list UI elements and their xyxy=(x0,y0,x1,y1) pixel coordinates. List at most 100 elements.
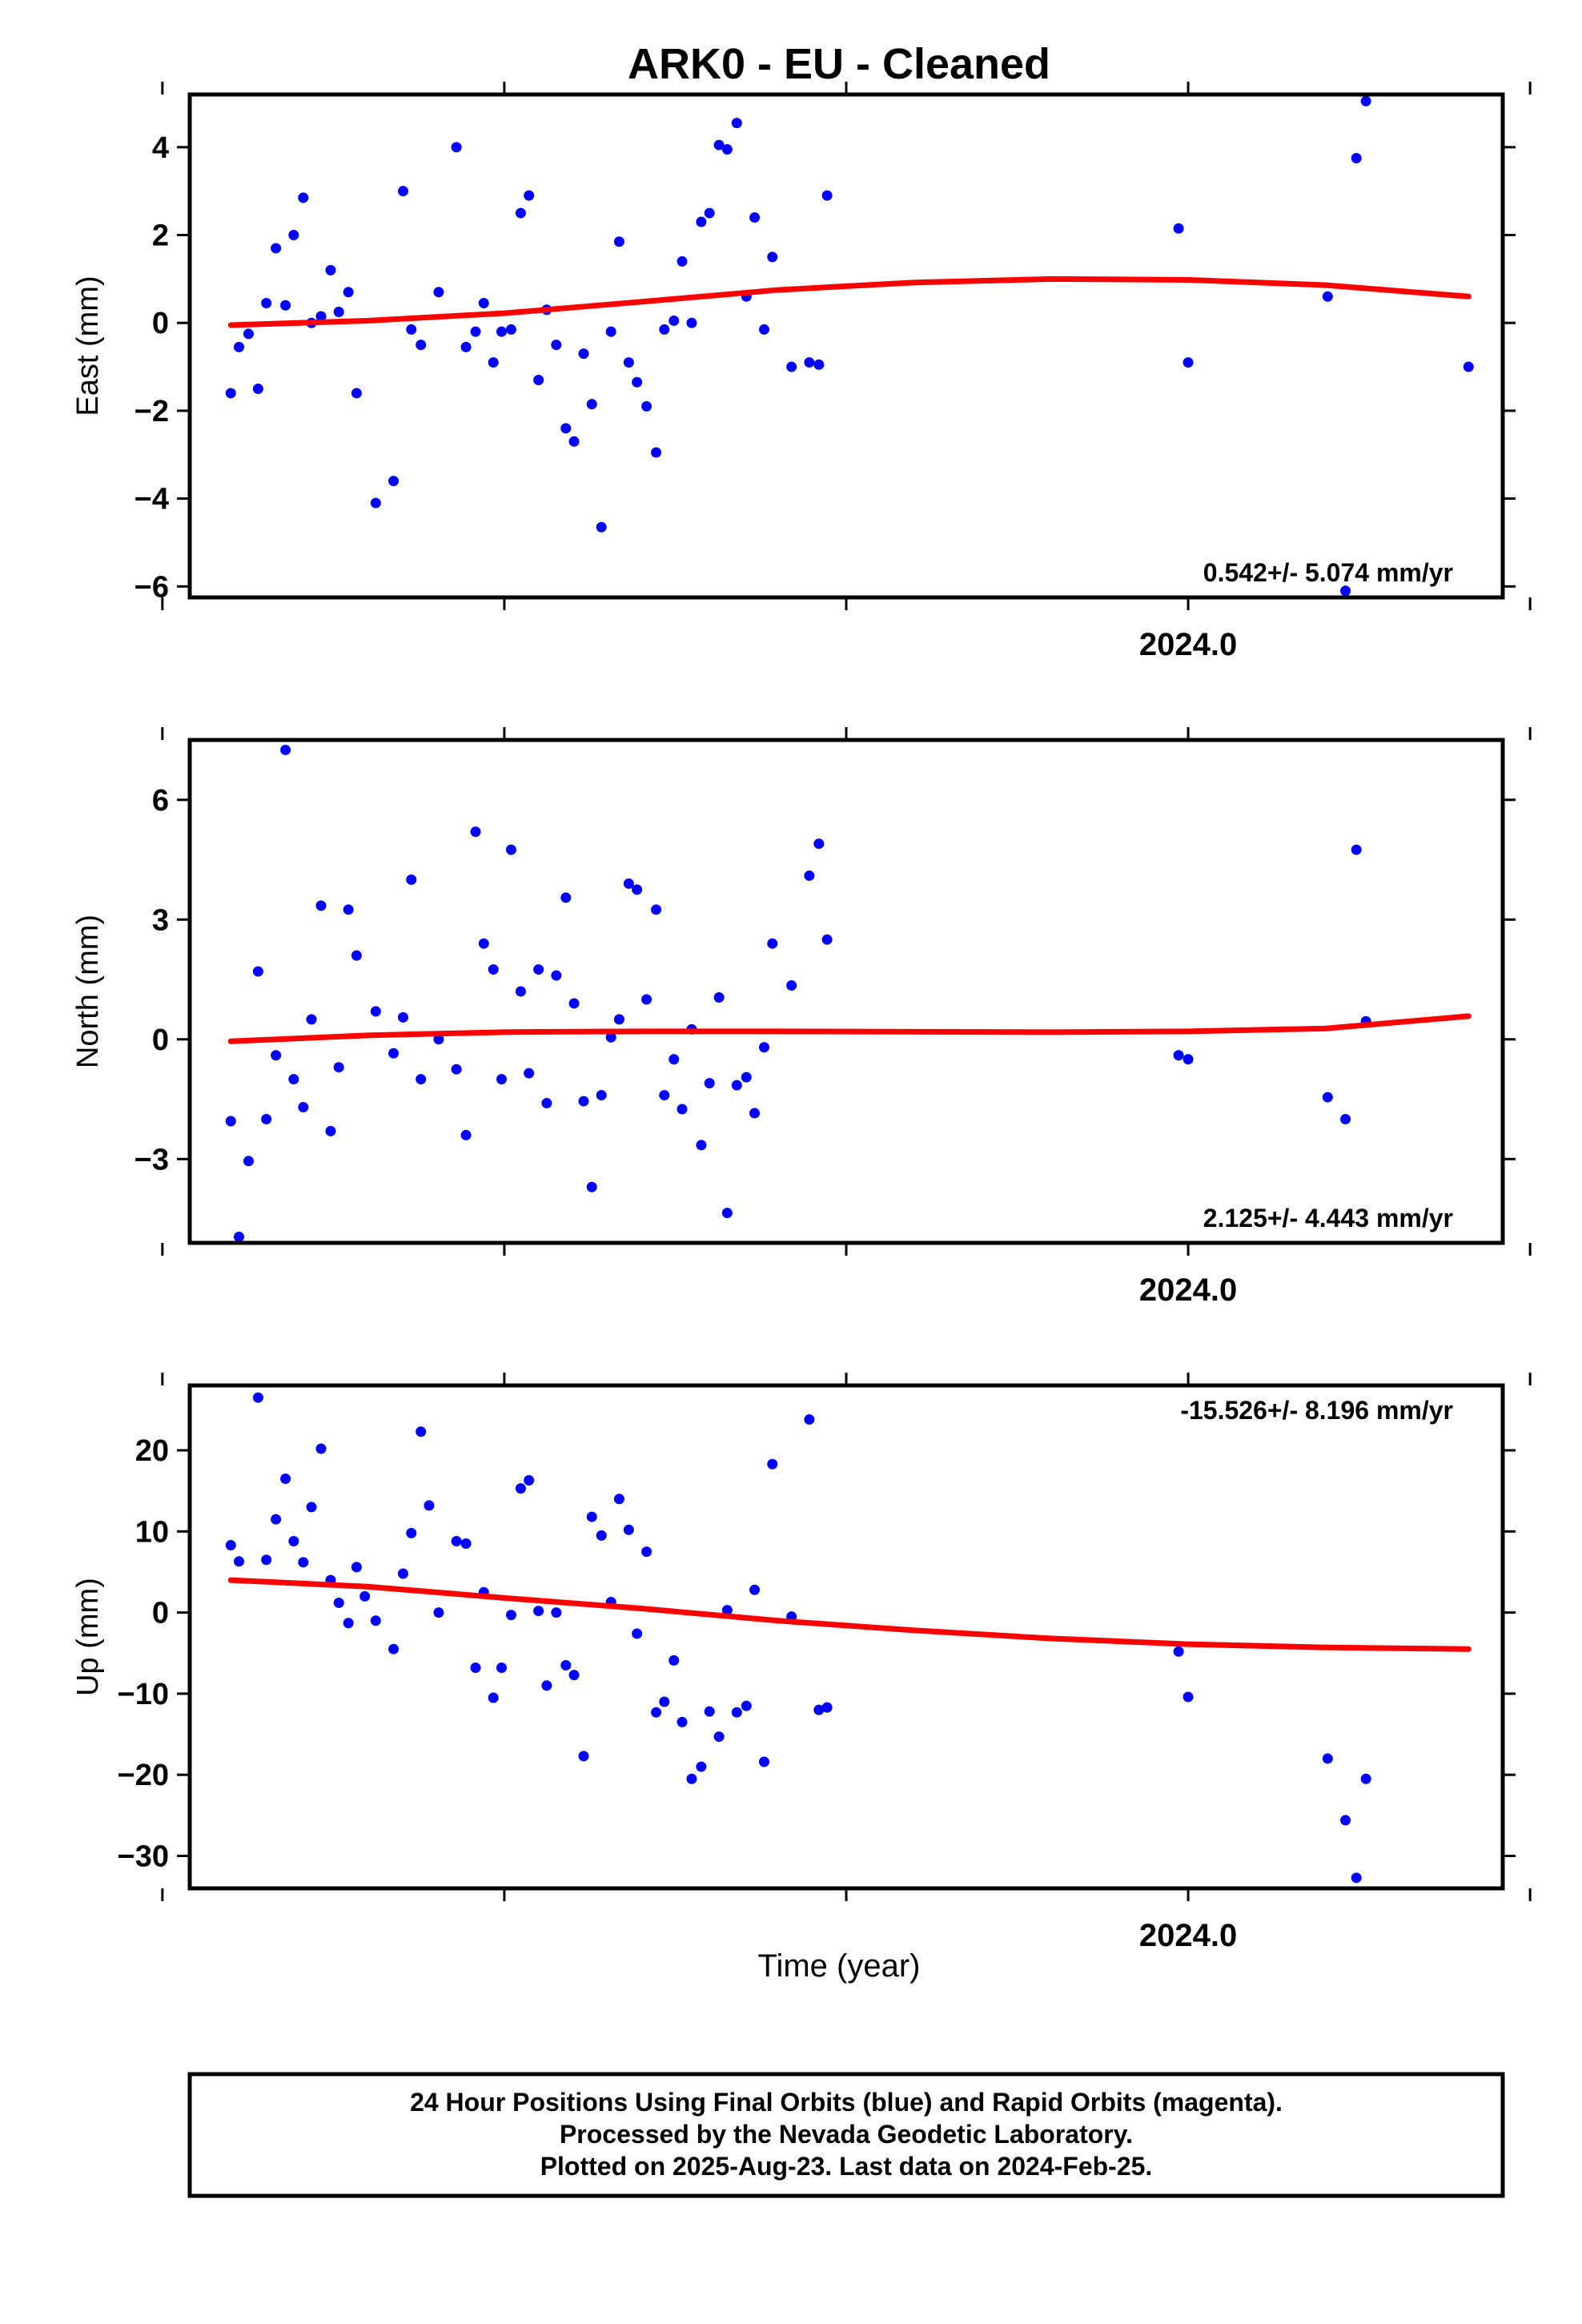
up-ytick-label: 0 xyxy=(152,1597,169,1630)
up-data-point xyxy=(659,1696,670,1707)
north-trend-line xyxy=(227,1013,1472,1044)
east-data-point xyxy=(280,300,291,311)
north-data-point xyxy=(713,991,725,1003)
north-data-point xyxy=(568,998,580,1009)
east-data-point xyxy=(767,251,778,263)
east-data-point xyxy=(488,357,499,368)
east-data-point xyxy=(623,357,634,368)
up-ytick-label: −20 xyxy=(118,1759,169,1792)
north-data-point xyxy=(749,1108,761,1119)
north-data-point xyxy=(741,1072,752,1083)
east-data-point xyxy=(786,361,797,372)
east-data-point xyxy=(343,287,354,298)
north-data-point xyxy=(406,874,417,885)
east-data-point xyxy=(696,216,707,227)
east-data-point xyxy=(388,476,400,487)
east-data-point xyxy=(470,326,481,337)
north-data-point xyxy=(1351,844,1362,855)
up-data-point xyxy=(524,1475,535,1486)
east-data-point xyxy=(252,383,263,394)
up-data-point xyxy=(261,1554,272,1566)
up-data-point xyxy=(651,1707,662,1718)
north-data-point xyxy=(315,900,327,911)
east-data-point xyxy=(551,340,562,351)
up-data-point xyxy=(388,1643,400,1655)
east-data-point xyxy=(578,348,589,360)
east-data-point xyxy=(1322,291,1333,302)
north-data-point xyxy=(252,966,263,977)
up-data-point xyxy=(669,1655,680,1666)
north-data-point xyxy=(677,1104,688,1115)
east-data-point xyxy=(234,341,244,352)
up-data-point xyxy=(370,1615,381,1626)
up-data-point xyxy=(641,1546,652,1558)
up-data-point xyxy=(225,1540,236,1551)
up-data-point xyxy=(1322,1753,1333,1764)
east-data-point xyxy=(406,324,417,335)
up-data-point xyxy=(406,1527,417,1538)
north-ytick-label: 0 xyxy=(152,1023,169,1057)
east-data-point xyxy=(651,447,662,458)
east-data-point xyxy=(261,298,272,309)
north-data-point xyxy=(470,826,481,838)
up-data-point xyxy=(696,1761,707,1772)
up-ytick-label: −10 xyxy=(118,1678,169,1711)
up-data-point xyxy=(586,1511,597,1522)
up-data-point xyxy=(280,1473,291,1484)
up-data-point xyxy=(804,1414,815,1425)
east-data-point xyxy=(804,357,815,368)
north-data-point xyxy=(623,878,634,889)
east-data-point xyxy=(704,207,715,219)
east-data-point xyxy=(749,212,761,223)
east-data-point xyxy=(659,324,670,335)
east-rate-label: 0.542+/- 5.074 mm/yr xyxy=(1203,558,1453,587)
north-data-point xyxy=(488,964,499,975)
up-data-point xyxy=(343,1618,354,1629)
up-data-point xyxy=(359,1590,371,1602)
north-y-axis-label: North (mm) xyxy=(71,915,105,1068)
up-data-point xyxy=(533,1606,544,1617)
up-data-point xyxy=(351,1562,362,1573)
up-data-point xyxy=(677,1716,688,1727)
north-data-point xyxy=(271,1050,282,1061)
east-data-point xyxy=(713,139,725,151)
north-data-point xyxy=(451,1063,462,1075)
up-data-point xyxy=(551,1607,562,1618)
north-data-point xyxy=(515,986,526,997)
north-data-point xyxy=(351,950,362,961)
north-data-point xyxy=(505,844,516,855)
north-data-point xyxy=(813,838,825,850)
east-data-point xyxy=(288,230,299,241)
east-data-point xyxy=(731,118,742,129)
x-axis-label: Time (year) xyxy=(758,1948,921,1984)
up-data-point xyxy=(298,1557,309,1568)
east-data-point xyxy=(1340,585,1351,597)
up-data-point xyxy=(704,1706,715,1717)
north-data-point xyxy=(613,1014,624,1025)
east-data-point xyxy=(686,317,697,328)
east-data-point xyxy=(605,326,616,337)
north-data-point xyxy=(669,1054,680,1065)
east-data-point xyxy=(568,436,580,447)
north-data-point xyxy=(551,970,562,981)
up-data-point xyxy=(234,1556,244,1567)
east-data-point xyxy=(1360,95,1371,107)
north-data-point xyxy=(1173,1050,1184,1061)
east-data-point xyxy=(351,388,362,399)
north-data-point xyxy=(261,1113,272,1124)
east-data-point xyxy=(677,255,688,267)
east-data-point xyxy=(298,192,309,203)
north-data-point xyxy=(804,870,815,881)
up-data-point xyxy=(333,1597,344,1608)
east-ytick-label: 4 xyxy=(152,131,169,165)
up-data-point xyxy=(315,1443,327,1454)
north-data-point xyxy=(586,1181,597,1192)
north-data-point xyxy=(821,934,833,945)
up-ytick-label: 20 xyxy=(135,1434,169,1468)
north-data-point xyxy=(460,1129,472,1140)
north-data-point xyxy=(632,884,643,895)
north-data-point xyxy=(306,1014,317,1025)
north-data-point xyxy=(578,1096,589,1107)
up-data-point xyxy=(759,1756,769,1767)
